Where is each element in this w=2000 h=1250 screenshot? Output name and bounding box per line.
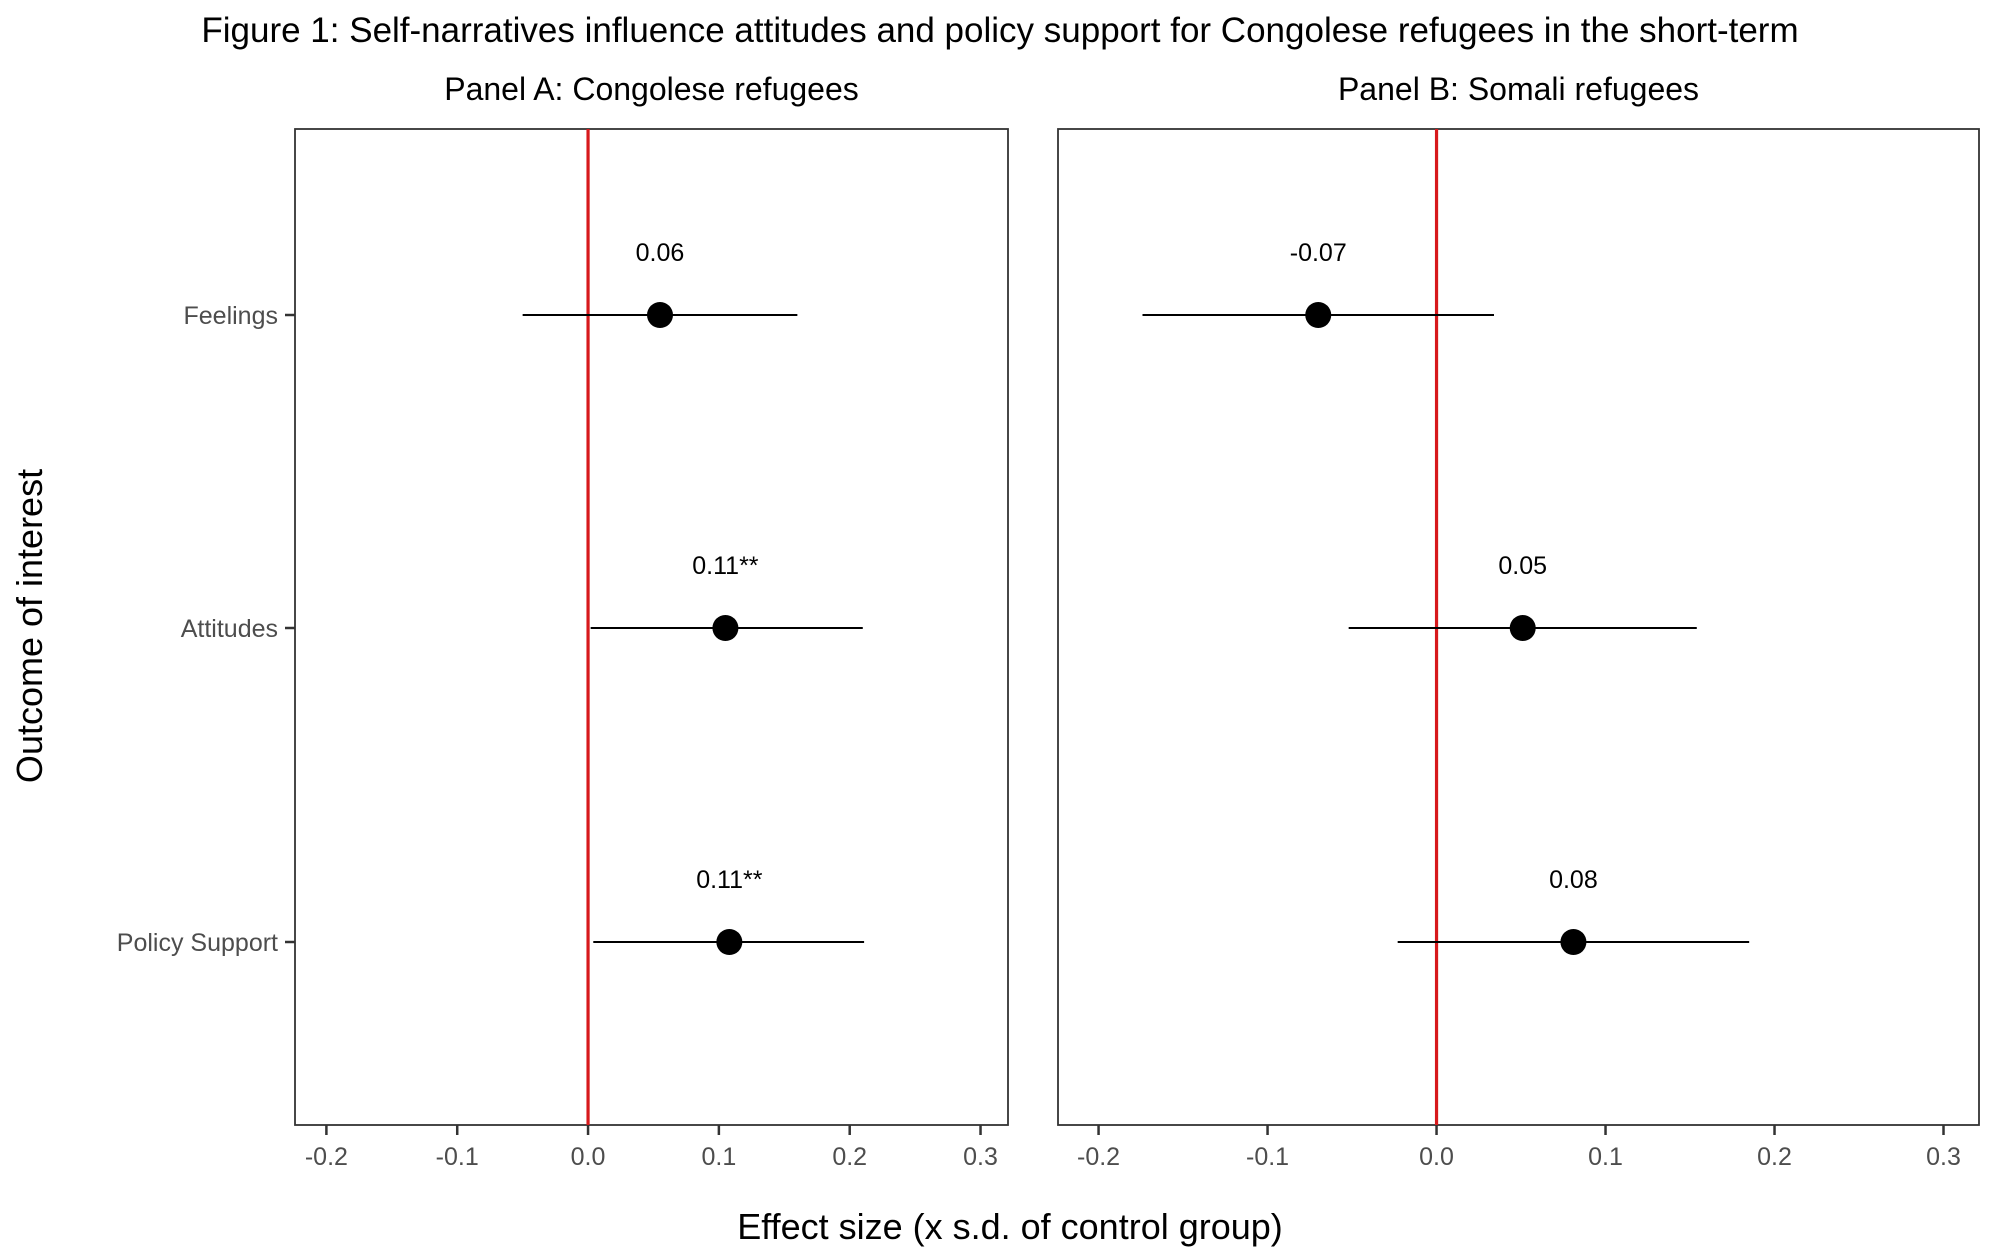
y-category-label: Attitudes (181, 615, 278, 643)
data-label: 0.06 (636, 239, 685, 267)
y-category-label: Policy Support (117, 929, 278, 957)
panel-title: Panel B: Somali refugees (1338, 71, 1699, 107)
data-label: 0.11** (692, 552, 759, 580)
y-category-label: Feelings (184, 302, 279, 330)
x-tick-label: -0.1 (1246, 1143, 1289, 1171)
x-tick-label: 0.1 (1588, 1143, 1623, 1171)
point-estimate (1560, 929, 1587, 955)
data-label: 0.08 (1549, 866, 1598, 894)
x-tick-label: 0.1 (701, 1143, 736, 1171)
x-tick-label: 0.3 (1926, 1143, 1961, 1171)
panel-b: Panel B: Somali refugees -0.2 -0.1 0.0 0.1 0.… (1057, 71, 1980, 1171)
data-label: 0.11** (696, 866, 763, 894)
point-estimate (1305, 302, 1332, 328)
panel-a: Panel A: Congolese refugees -0.2 -0.1 0.0 0.… (117, 71, 1009, 1171)
x-tick-label: 0.3 (963, 1143, 998, 1171)
x-tick-label: 0.2 (1757, 1143, 1792, 1171)
x-axis-title: Effect size (x s.d. of control group) (737, 1206, 1283, 1247)
x-tick-label: -0.2 (305, 1143, 348, 1171)
panel-title: Panel A: Congolese refugees (444, 71, 859, 107)
point-estimate (716, 929, 743, 955)
data-label: 0.05 (1498, 552, 1547, 580)
point-estimate (1509, 615, 1536, 641)
y-axis-title: Outcome of interest (9, 469, 50, 783)
panels-group: Panel A: Congolese refugees -0.2 -0.1 0.0 0.… (117, 71, 1980, 1171)
point-estimate (712, 615, 739, 641)
panel-frame (1057, 128, 1980, 1126)
x-tick-label: -0.2 (1077, 1143, 1120, 1171)
x-tick-label: -0.1 (436, 1143, 479, 1171)
data-label: -0.07 (1290, 239, 1347, 267)
figure-title: Figure 1: Self-narratives influence atti… (201, 11, 1798, 50)
x-tick-label: 0.2 (832, 1143, 867, 1171)
x-tick-label: 0.0 (571, 1143, 606, 1171)
point-estimate (647, 302, 674, 328)
x-tick-label: 0.0 (1419, 1143, 1454, 1171)
